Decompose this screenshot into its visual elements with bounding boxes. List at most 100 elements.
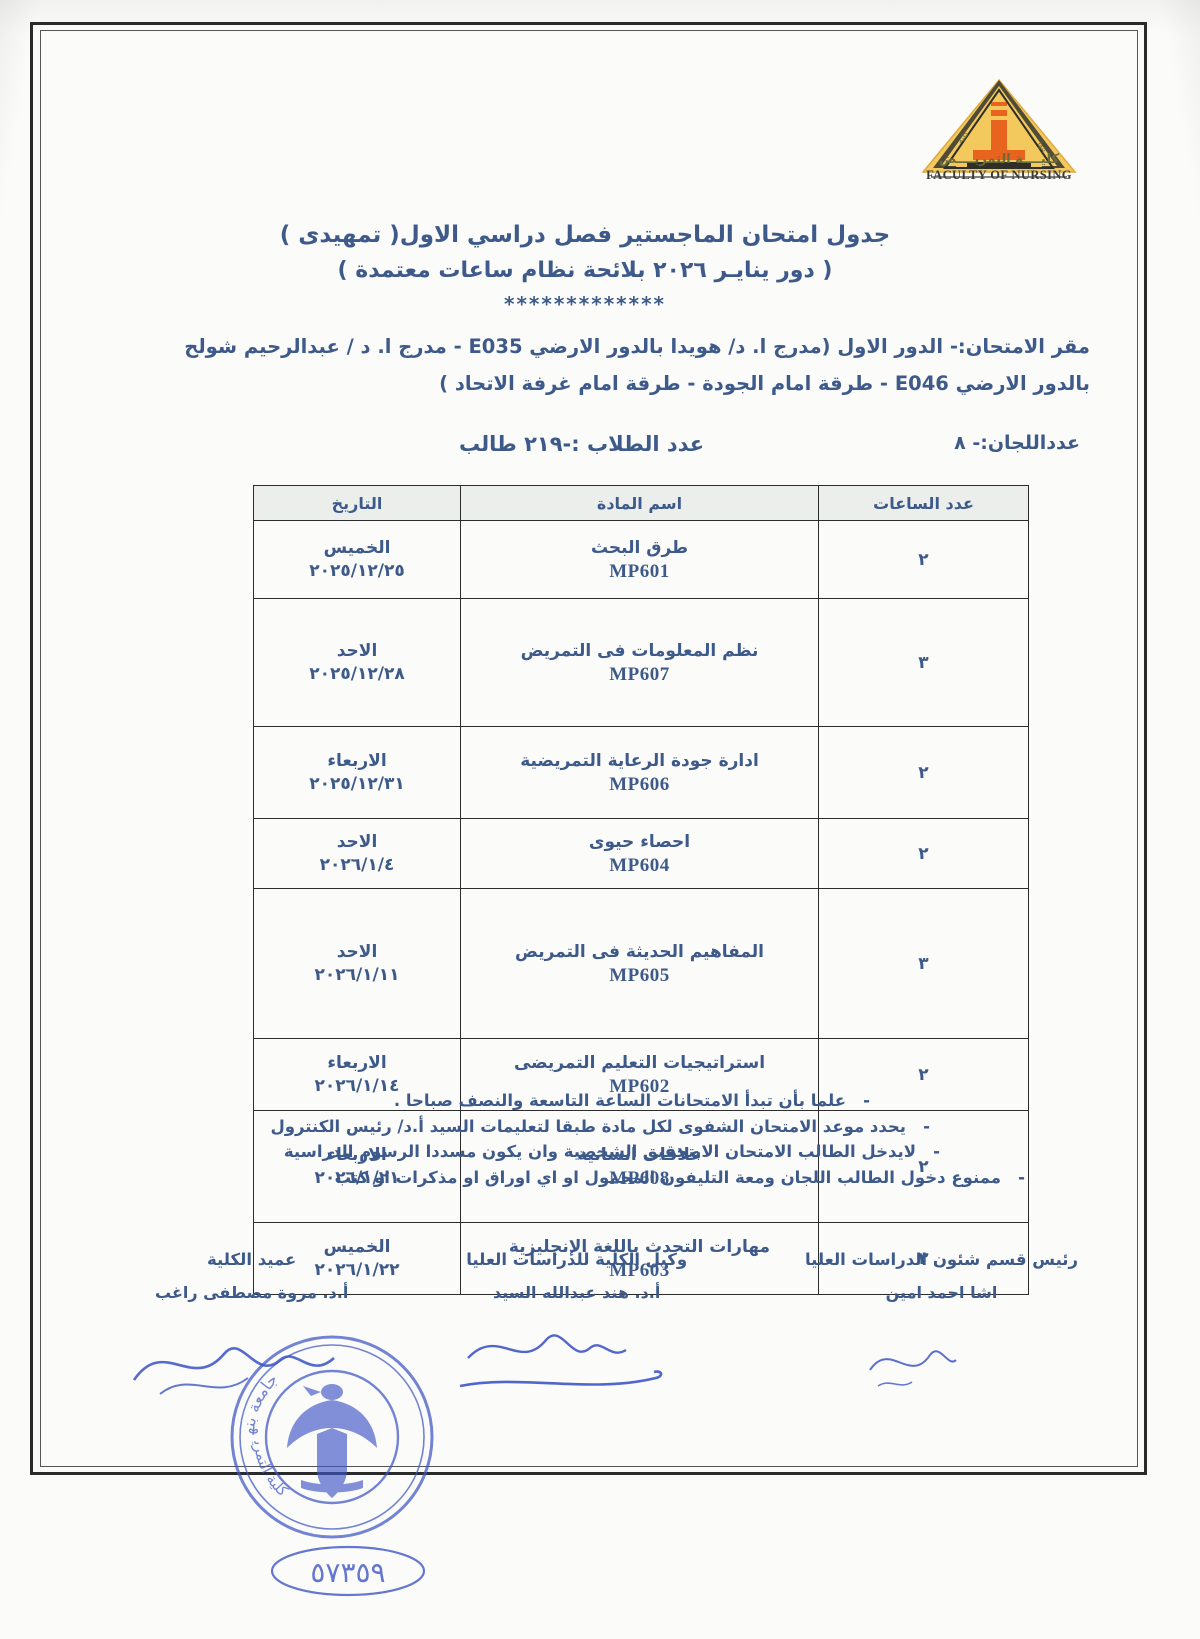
cell-hours: ٣ <box>818 888 1029 1039</box>
cell-hours: ٢ <box>818 1038 1029 1111</box>
scan-border-outer <box>30 22 1147 1475</box>
exam-date: ٢٠٢٥/١٢/٢٨ <box>309 663 405 684</box>
note-item: - ممنوع دخول الطالب اللجان ومعة التليفون … <box>170 1165 1050 1191</box>
subject-name: نظم المعلومات فى التمريض <box>520 641 759 662</box>
note-text: لايدخل الطالب الامتحان الابتحقيق الشخصية… <box>283 1142 916 1162</box>
cell-date: الاحد ٢٠٢٦/١/١١ <box>253 888 461 1039</box>
table-row: ٢ طرق البحث MP601 الخميس ٢٠٢٥/١٢/٢٥ <box>253 520 1029 599</box>
cell-date: الاحد ٢٠٢٦/١/٤ <box>253 818 461 889</box>
stars-divider: ************* <box>504 292 666 316</box>
handwritten-reference-number: ٥٧٣٥٩ <box>258 1540 438 1602</box>
exam-schedule-table: عدد الساعات اسم المادة التاريخ ٢ طرق البح… <box>253 485 1029 1295</box>
note-bullet: - <box>923 1116 930 1136</box>
subject-code: MP607 <box>609 663 670 685</box>
cell-date: الاربعاء ٢٠٢٦/١/٢١ <box>253 1110 461 1223</box>
signature-title: وكيل الكلية للدراسات العليا <box>466 1250 688 1269</box>
signature-row: رئيس قسم شئون الدراسات العليا اشا احمد ام… <box>100 1250 1100 1302</box>
document-title-line-1: جدول امتحان الماجستير فصل دراسي الاول( ت… <box>279 222 891 248</box>
note-bullet: - <box>863 1091 870 1110</box>
table-row: ٢ مهارات التحدث باللغة الإنجليزية MP603 الخ… <box>253 1222 1029 1295</box>
notes-list: - علما بأن تبدأ الامتحانات الساعة التاسعة… <box>170 1088 1050 1190</box>
cell-subject: احصاء حيوى MP604 <box>460 818 819 889</box>
cell-date: الاحد ٢٠٢٥/١٢/٢٨ <box>253 598 461 727</box>
cell-subject: ادارة جودة الرعاية التمريضية MP606 <box>460 726 819 819</box>
note-bullet: - <box>933 1142 940 1162</box>
cell-date: الخميس ٢٠٢٥/١٢/٢٥ <box>253 520 461 599</box>
exam-day: الاربعاء <box>327 750 387 771</box>
subject-code: MP604 <box>609 854 670 876</box>
subject-code: MP606 <box>609 773 670 795</box>
scan-border-inner <box>40 30 1138 1467</box>
subject-name: ادارة جودة الرعاية التمريضية <box>520 751 759 772</box>
signature-block: رئيس قسم شئون الدراسات العليا اشا احمد ام… <box>805 1250 1078 1302</box>
subject-name: احصاء حيوى <box>588 832 691 853</box>
note-text: ممنوع دخول الطالب اللجان ومعة التليفون ا… <box>334 1167 1001 1187</box>
cell-subject: نظم المعلومات فى التمريض MP607 <box>460 598 819 727</box>
note-item: - يحدد موعد الامتحان الشفوى لكل مادة طبقا… <box>170 1114 1050 1140</box>
cell-subject: المفاهيم الحديثة فى التمريض MP605 <box>460 888 819 1039</box>
note-bullet: - <box>1018 1167 1025 1187</box>
venue-line-1: مقر الامتحان:- الدور الاول (مدرج ا. د/ ه… <box>184 335 1090 358</box>
subject-code: MP605 <box>609 964 670 986</box>
cell-hours: ٣ <box>818 598 1029 727</box>
exam-day: الاحد <box>336 640 378 661</box>
signature-name: اشا احمد امين <box>885 1283 998 1302</box>
document-title-line-2: ( دور ينايـر ٢٠٢٦ بلائحة نظام ساعات معتم… <box>337 258 833 283</box>
subject-name: طرق البحث <box>590 538 689 559</box>
cell-date: الاربعاء ٢٠٢٥/١٢/٣١ <box>253 726 461 819</box>
venue-line-2: بالدور الارضي E046 - طرقة امام الجودة - … <box>439 372 1090 396</box>
table-row: ٢ علاقات انسانية MP608 الاربعاء ٢٠٢٦/١/٢١ <box>253 1110 1029 1223</box>
cell-subject: علاقات انسانية MP608 <box>460 1110 819 1223</box>
exam-date: ٢٠٢٦/١/٢١ <box>314 1167 400 1188</box>
exam-date: ٢٠٢٦/١/٢٢ <box>314 1259 400 1280</box>
exam-date: ٢٠٢٥/١٢/٣١ <box>309 773 405 794</box>
note-item: - علما بأن تبدأ الامتحانات الساعة التاسعة… <box>170 1088 1050 1114</box>
exam-date: ٢٠٢٦/١/٤ <box>319 854 395 875</box>
cell-date: الاربعاء ٢٠٢٦/١/١٤ <box>253 1038 461 1111</box>
students-count: عدد الطلاب :-٢١٩ طالب <box>459 432 705 456</box>
cell-subject: طرق البحث MP601 <box>460 520 819 599</box>
table-row: ٢ استراتيجيات التعليم التمريضى MP602 الاربع… <box>253 1038 1029 1111</box>
signature-block: وكيل الكلية للدراسات العليا أ.د. هند عبدا… <box>466 1250 687 1302</box>
subject-code: MP601 <box>609 560 670 582</box>
logo-caption-english: FACULTY OF NURSING <box>926 168 1072 182</box>
exam-day: الخميس <box>323 1236 391 1257</box>
note-item: - لايدخل الطالب الامتحان الابتحقيق الشخصي… <box>170 1139 1050 1165</box>
exam-day: الخميس <box>323 537 391 558</box>
note-text: يحدد موعد الامتحان الشفوى لكل مادة طبقا … <box>270 1116 906 1136</box>
note-text: علما بأن تبدأ الامتحانات الساعة التاسعة … <box>393 1091 846 1110</box>
subject-code: MP608 <box>609 1167 670 1189</box>
faculty-of-nursing-logo: كلية بنها BENHA UNIVERSITY <box>915 72 1083 184</box>
header-date: التاريخ <box>253 485 461 521</box>
cell-subject: مهارات التحدث باللغة الإنجليزية MP603 <box>460 1222 819 1295</box>
cell-hours: ٢ <box>818 818 1029 889</box>
exam-day: الاحد <box>336 941 378 962</box>
counts-row: عدداللجان:- ٨ عدد الطلاب :-٢١٩ طالب <box>210 432 1080 456</box>
exam-date: ٢٠٢٥/١٢/٢٥ <box>309 560 405 581</box>
exam-date: ٢٠٢٦/١/١٤ <box>314 1075 400 1096</box>
exam-day: الاحد <box>336 831 378 852</box>
table-header-row: عدد الساعات اسم المادة التاريخ <box>253 485 1029 521</box>
exam-venue-block: مقر الامتحان:- الدور الاول (مدرج ا. د/ ه… <box>90 328 1090 402</box>
subject-name: علاقات انسانية <box>577 1145 702 1166</box>
cell-date: الخميس ٢٠٢٦/١/٢٢ <box>253 1222 461 1295</box>
committees-count: عدداللجان:- ٨ <box>954 432 1080 454</box>
signature-title: رئيس قسم شئون الدراسات العليا <box>804 1250 1078 1269</box>
official-university-stamp: جامعة بنها كلية التمريض <box>225 1330 440 1545</box>
exam-date: ٢٠٢٦/١/١١ <box>314 964 400 985</box>
table-row: ٢ ادارة جودة الرعاية التمريضية MP606 الاربع… <box>253 726 1029 819</box>
subject-code: MP602 <box>609 1075 670 1097</box>
signature-name: أ.د. مروة مصطفى راغب <box>155 1283 349 1302</box>
table-row: ٣ المفاهيم الحديثة فى التمريض MP605 الاحد ٢٠… <box>253 888 1029 1039</box>
exam-day: الاربعاء <box>327 1144 387 1165</box>
table-row: ٣ نظم المعلومات فى التمريض MP607 الاحد ٢٠٢٥/… <box>253 598 1029 727</box>
cell-hours: ٢ <box>818 726 1029 819</box>
subject-name: استراتيجيات التعليم التمريضى <box>513 1053 766 1074</box>
header-hours: عدد الساعات <box>818 485 1029 521</box>
table-row: ٢ احصاء حيوى MP604 الاحد ٢٠٢٦/١/٤ <box>253 818 1029 889</box>
exam-day: الاربعاء <box>327 1052 387 1073</box>
cell-subject: استراتيجيات التعليم التمريضى MP602 <box>460 1038 819 1111</box>
logo-caption-arabic: كليــــة التمريــــض <box>938 152 1060 167</box>
cell-hours: ٢ <box>818 520 1029 599</box>
